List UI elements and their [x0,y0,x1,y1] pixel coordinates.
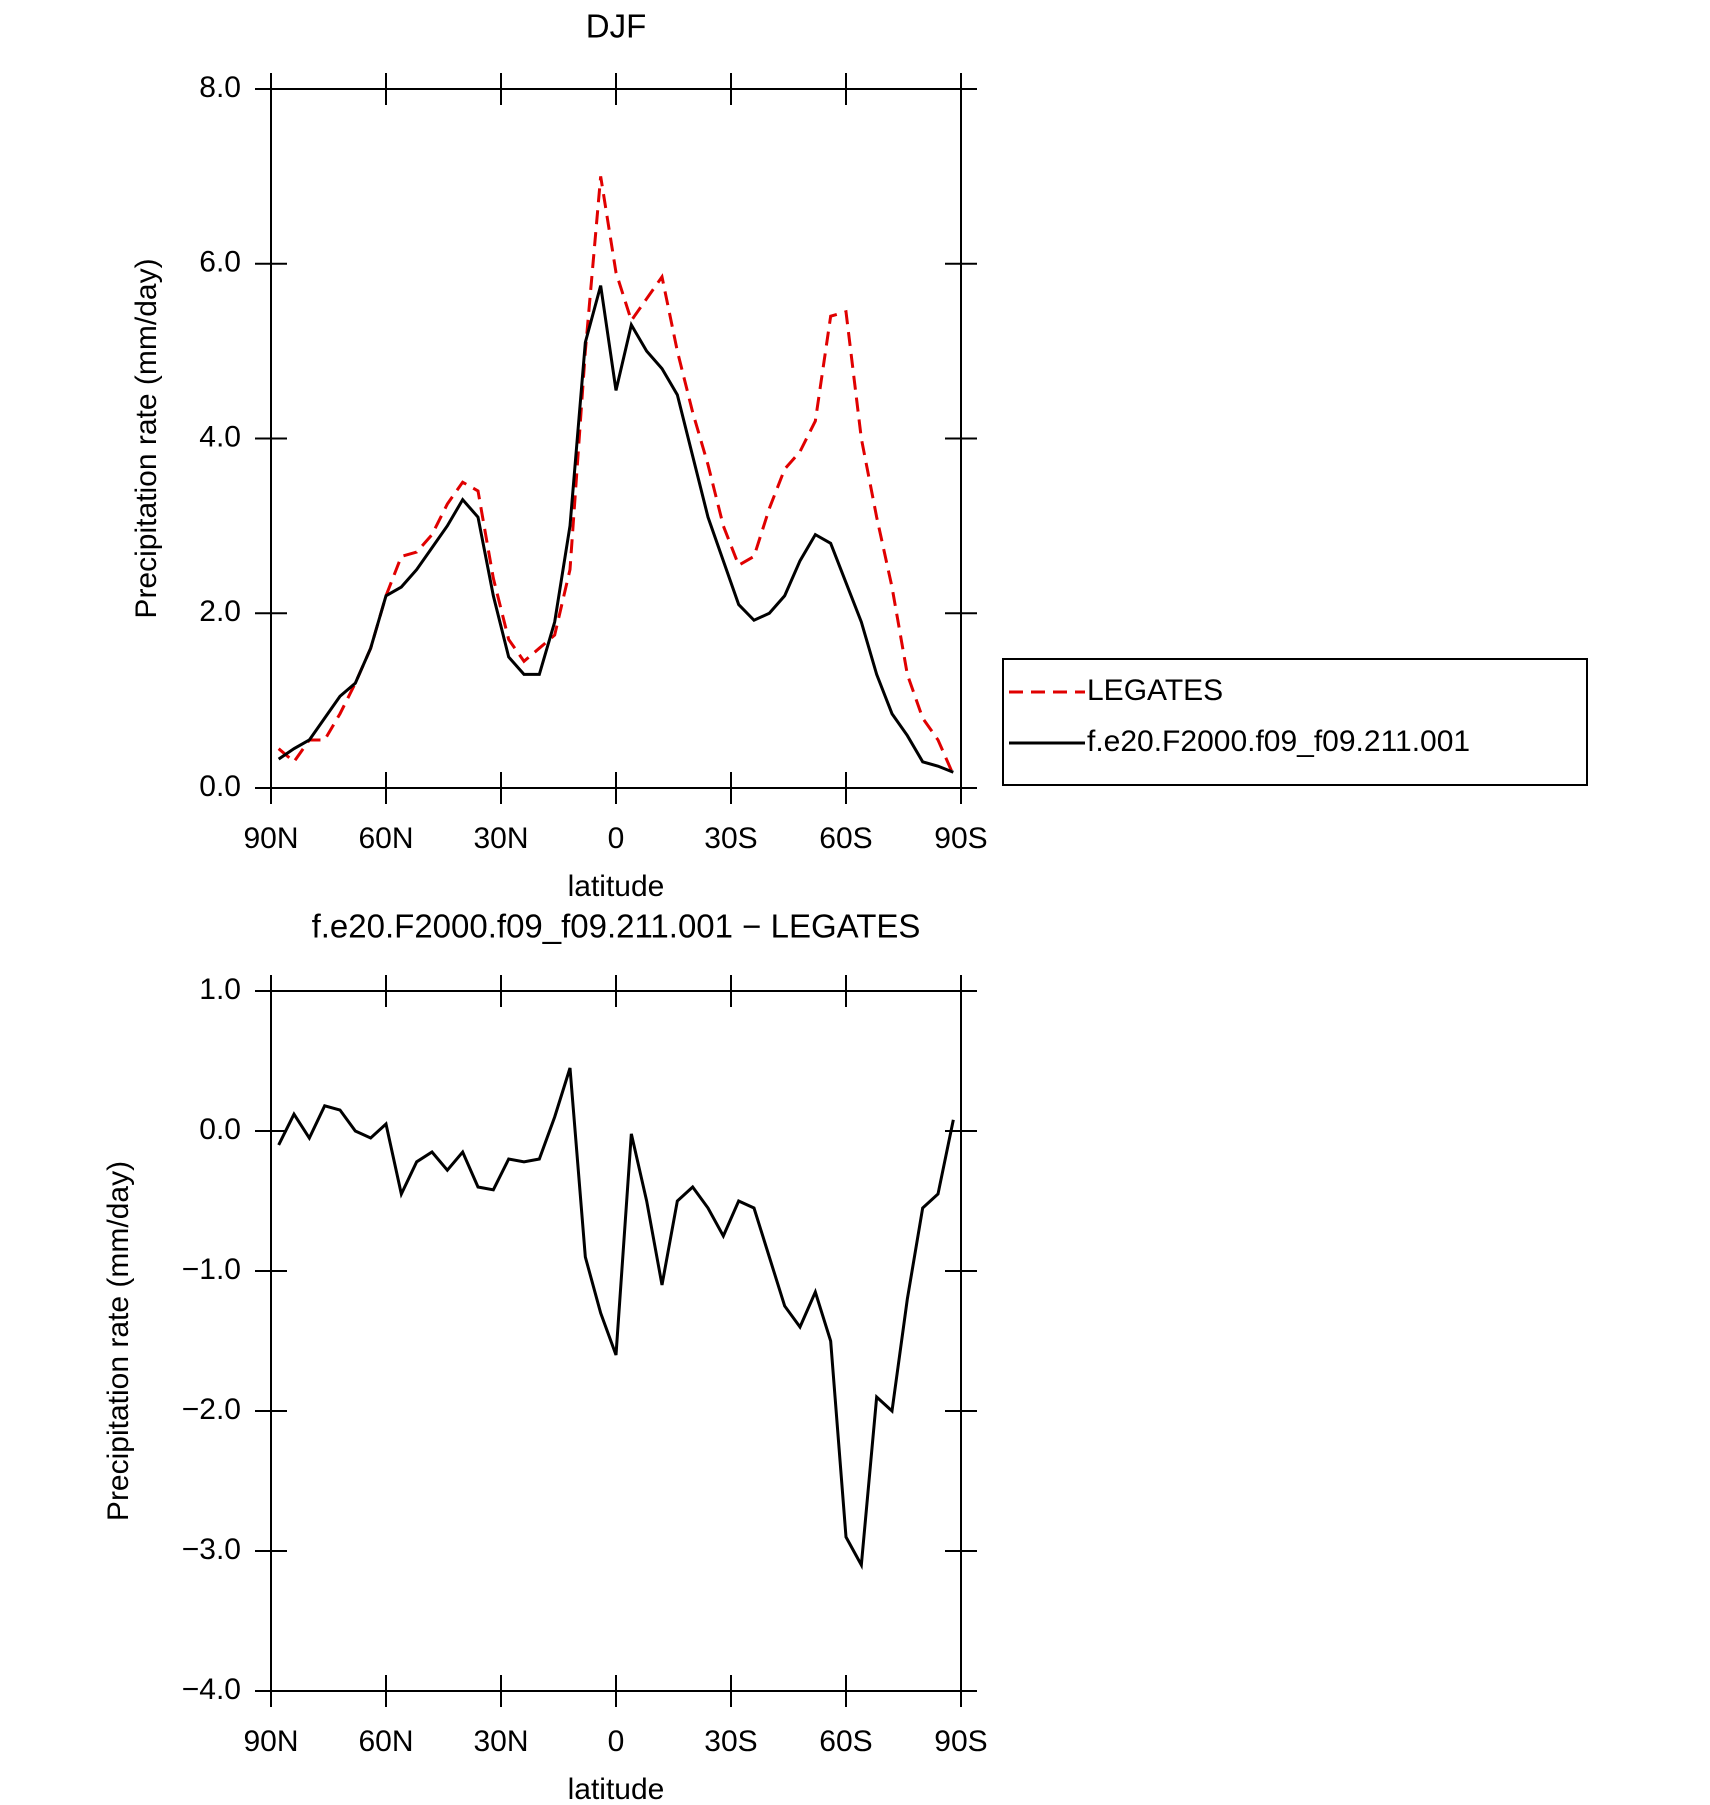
data-line [277,176,955,776]
plot-frame [270,88,962,789]
y-tick-label: −4.0 [182,1673,241,1706]
chart-title: f.e20.F2000.f09_f09.211.001 − LEGATES [312,908,921,945]
x-tick-label: 90S [934,1725,987,1758]
x-tick-label: 60S [819,1725,872,1758]
chart-title: DJF [586,8,647,45]
x-tick-label: 90N [243,1725,298,1758]
x-tick-label: 60S [819,822,872,855]
y-tick-label: 6.0 [199,246,241,279]
y-tick-label: 8.0 [199,71,241,104]
x-tick-label: 90N [243,822,298,855]
x-axis-label: latitude [568,1773,665,1805]
x-tick-label: 90S [934,822,987,855]
y-tick-label: 0.0 [199,1113,241,1146]
x-tick-label: 30N [473,1725,528,1758]
x-tick-label: 0 [608,1725,625,1758]
data-line [277,1067,955,1571]
x-tick-label: 30N [473,822,528,855]
legend-box [1002,658,1588,786]
data-line [277,285,954,774]
y-tick-label: 4.0 [199,420,241,453]
y-axis-label: Precipitation rate (mm/day) [130,258,163,618]
legend-label: f.e20.F2000.f09_f09.211.001 [1087,725,1470,758]
x-tick-label: 60N [358,822,413,855]
legend-label: LEGATES [1087,674,1223,707]
y-axis-label: Precipitation rate (mm/day) [102,1161,135,1521]
x-tick-label: 60N [358,1725,413,1758]
x-axis-label: latitude [568,870,665,903]
y-tick-label: −2.0 [182,1393,241,1426]
y-tick-label: 1.0 [199,973,241,1006]
x-tick-label: 0 [608,822,625,855]
y-tick-label: −3.0 [182,1533,241,1566]
y-tick-label: 0.0 [199,770,241,803]
y-tick-label: 2.0 [199,595,241,628]
x-tick-label: 30S [704,822,757,855]
x-tick-label: 30S [704,1725,757,1758]
y-tick-label: −1.0 [182,1253,241,1286]
